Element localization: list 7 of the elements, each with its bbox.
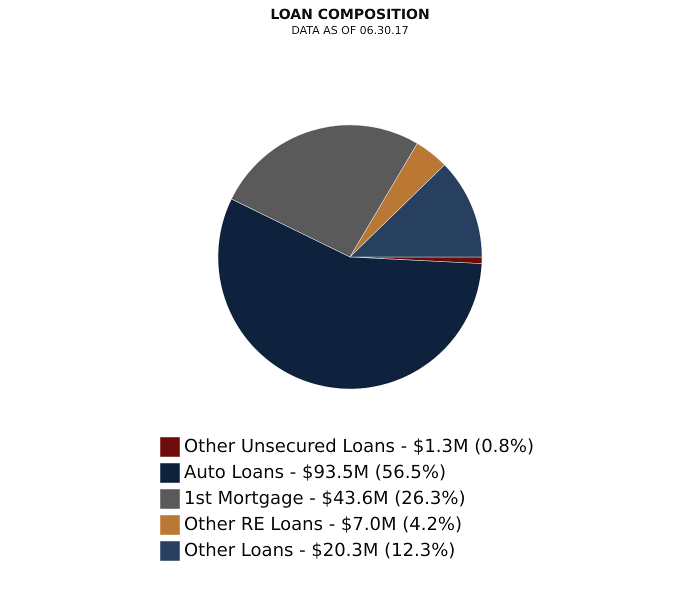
legend-label: Auto Loans - $93.5M (56.5%) (184, 462, 446, 483)
chart-title: LOAN COMPOSITION (270, 7, 430, 23)
legend-label: Other Unsecured Loans - $1.3M (0.8%) (184, 436, 534, 457)
legend-label: 1st Mortgage - $43.6M (26.3%) (184, 488, 466, 509)
chart-subtitle: DATA AS OF 06.30.17 (291, 24, 409, 37)
legend-label: Other Loans - $20.3M (12.3%) (184, 540, 456, 561)
legend-label: Other RE Loans - $7.0M (4.2%) (184, 514, 462, 535)
